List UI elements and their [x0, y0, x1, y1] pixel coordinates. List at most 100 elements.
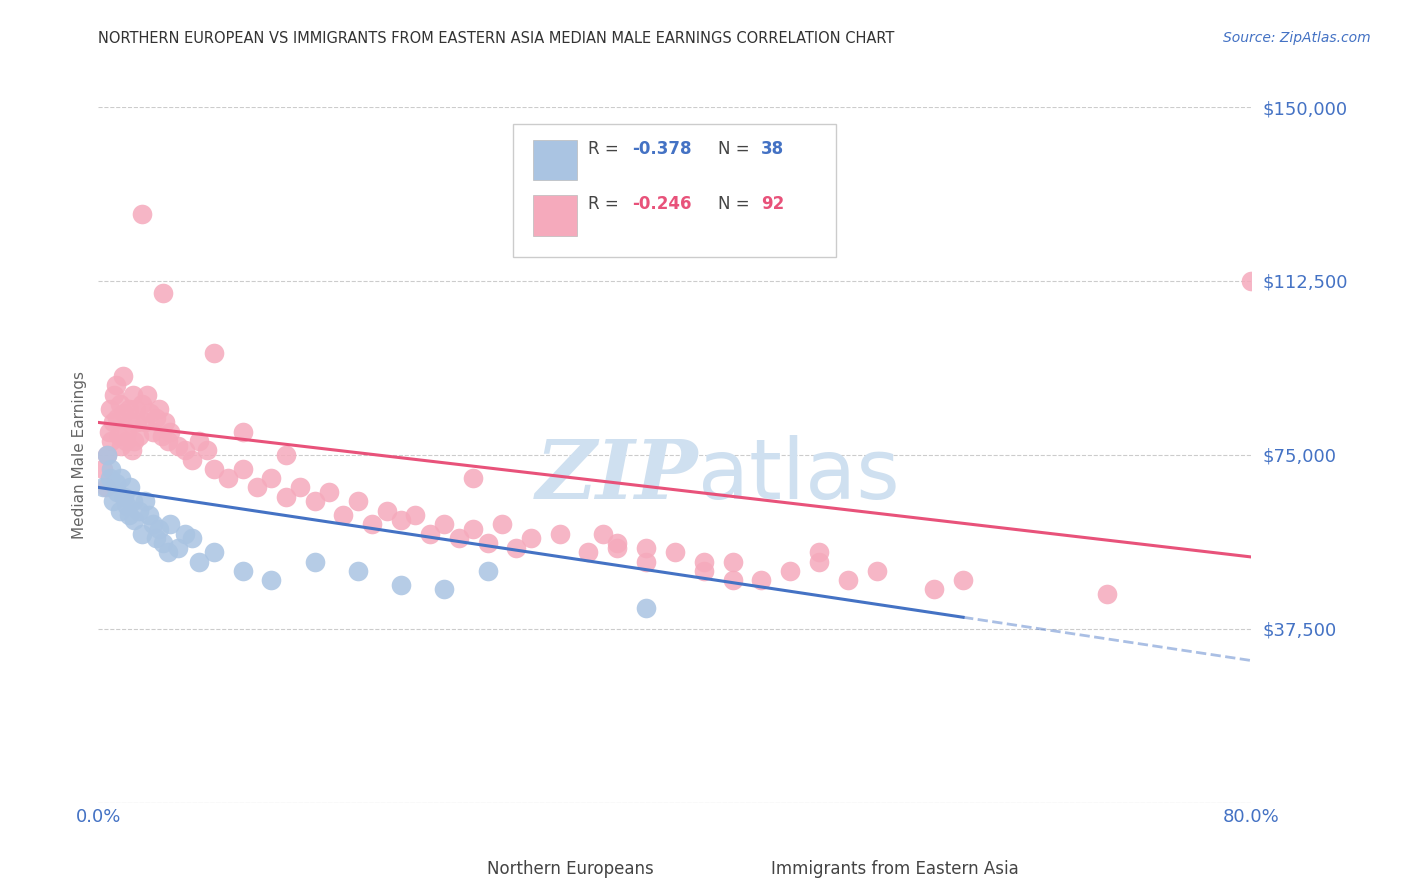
- Point: [110, 439, 132, 453]
- Point: [636, 541, 658, 555]
- Point: [188, 434, 211, 448]
- Point: [520, 532, 543, 546]
- Point: [118, 401, 141, 416]
- Point: [114, 434, 136, 448]
- Bar: [433, 855, 477, 887]
- Point: [96, 448, 118, 462]
- Point: [1097, 587, 1119, 601]
- Point: [166, 439, 188, 453]
- Point: [505, 541, 527, 555]
- Point: [96, 448, 118, 462]
- Point: [181, 532, 204, 546]
- Text: Immigrants from Eastern Asia: Immigrants from Eastern Asia: [770, 860, 1018, 878]
- Point: [346, 494, 368, 508]
- Point: [124, 513, 146, 527]
- Point: [751, 573, 773, 587]
- Text: R =: R =: [588, 140, 624, 158]
- Point: [290, 480, 312, 494]
- Point: [100, 434, 122, 448]
- Point: [142, 425, 165, 439]
- Bar: [533, 195, 576, 235]
- Point: [231, 564, 254, 578]
- Point: [807, 555, 830, 569]
- Point: [122, 387, 145, 401]
- Point: [1240, 274, 1263, 288]
- Point: [156, 545, 179, 559]
- Point: [159, 425, 181, 439]
- Text: atlas: atlas: [697, 435, 900, 516]
- Point: [153, 416, 176, 430]
- Point: [124, 434, 146, 448]
- Point: [136, 387, 159, 401]
- Bar: [716, 855, 759, 887]
- Point: [477, 536, 499, 550]
- Point: [108, 503, 131, 517]
- Point: [318, 485, 340, 500]
- Point: [304, 494, 326, 508]
- Point: [111, 369, 134, 384]
- Text: NORTHERN EUROPEAN VS IMMIGRANTS FROM EASTERN ASIA MEDIAN MALE EARNINGS CORRELATI: NORTHERN EUROPEAN VS IMMIGRANTS FROM EAS…: [98, 31, 894, 46]
- Point: [477, 564, 499, 578]
- Point: [117, 499, 138, 513]
- Point: [91, 462, 114, 476]
- Point: [110, 471, 132, 485]
- Point: [837, 573, 859, 587]
- Point: [721, 555, 744, 569]
- Point: [101, 494, 124, 508]
- Point: [112, 490, 135, 504]
- Point: [461, 522, 484, 536]
- Point: [159, 517, 181, 532]
- Point: [721, 573, 744, 587]
- Point: [131, 207, 153, 221]
- Point: [139, 406, 162, 420]
- Point: [181, 452, 204, 467]
- Bar: [533, 140, 576, 180]
- Point: [807, 545, 830, 559]
- Point: [188, 555, 211, 569]
- Point: [138, 508, 160, 523]
- Point: [636, 555, 658, 569]
- Point: [98, 471, 121, 485]
- Point: [122, 494, 145, 508]
- Point: [148, 401, 170, 416]
- Point: [104, 475, 127, 490]
- Point: [389, 513, 412, 527]
- Point: [693, 564, 716, 578]
- Point: [134, 494, 156, 508]
- Point: [91, 480, 114, 494]
- Text: -0.246: -0.246: [633, 195, 692, 213]
- Point: [174, 443, 197, 458]
- Point: [332, 508, 354, 523]
- Point: [150, 429, 173, 443]
- Point: [101, 416, 124, 430]
- Point: [128, 503, 150, 517]
- Text: N =: N =: [717, 140, 755, 158]
- Point: [117, 425, 138, 439]
- Point: [97, 425, 120, 439]
- Point: [578, 545, 600, 559]
- Point: [592, 526, 614, 541]
- Point: [174, 526, 197, 541]
- Point: [166, 541, 188, 555]
- Point: [156, 434, 179, 448]
- Point: [131, 397, 153, 411]
- Point: [405, 508, 427, 523]
- Text: -0.378: -0.378: [633, 140, 692, 158]
- Point: [304, 555, 326, 569]
- Point: [246, 480, 269, 494]
- Text: R =: R =: [588, 195, 624, 213]
- Point: [606, 536, 628, 550]
- Text: Northern Europeans: Northern Europeans: [486, 860, 654, 878]
- Point: [105, 485, 128, 500]
- Point: [274, 448, 297, 462]
- Text: Source: ZipAtlas.com: Source: ZipAtlas.com: [1223, 31, 1371, 45]
- Point: [447, 532, 470, 546]
- Point: [107, 429, 129, 443]
- Point: [606, 541, 628, 555]
- Text: 38: 38: [762, 140, 785, 158]
- Point: [100, 462, 122, 476]
- Point: [195, 443, 218, 458]
- Point: [105, 410, 128, 425]
- Point: [231, 462, 254, 476]
- Text: 92: 92: [762, 195, 785, 213]
